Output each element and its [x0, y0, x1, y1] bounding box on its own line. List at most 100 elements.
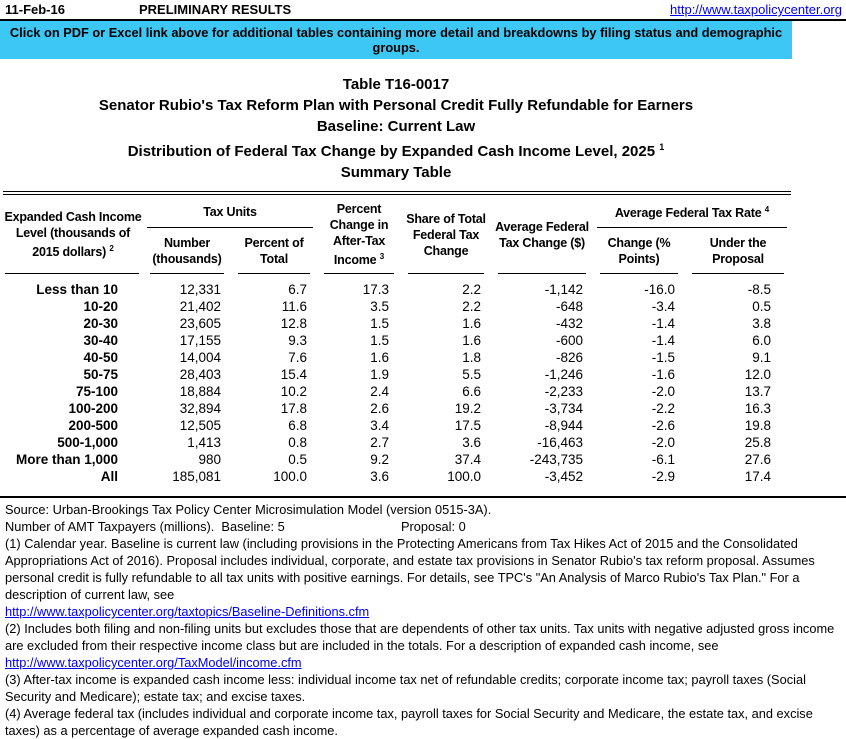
summary-table-title: Summary Table — [340, 164, 452, 181]
table-main-title: Senator Rubio's Tax Reform Plan with Per… — [98, 97, 694, 114]
cell-rate-under-proposal: 3.8 — [752, 316, 772, 331]
cell-rate-under-proposal: 25.8 — [744, 435, 772, 450]
cell-number-thousands: 12,331 — [179, 282, 221, 297]
cell-percent-of-total: 6.8 — [288, 418, 308, 433]
income-definition-link[interactable]: http://www.taxpolicycenter.org/TaxModel/… — [5, 655, 302, 670]
cell-number-thousands: 185,081 — [172, 469, 221, 484]
footnote-ref-4: 4 — [764, 204, 770, 214]
cell-number-thousands: 980 — [198, 452, 221, 467]
cell-percent-of-total: 9.3 — [288, 333, 308, 348]
cell-pct-change-after-tax-income: 3.5 — [370, 299, 390, 314]
cell-income-level: All — [100, 469, 118, 484]
title-block: Table T16-0017 Senator Rubio's Tax Refor… — [0, 74, 792, 183]
baseline-definitions-link[interactable]: http://www.taxpolicycenter.org/taxtopics… — [5, 604, 370, 619]
cell-avg-federal-tax-change: -16,463 — [537, 435, 584, 450]
cell-number-thousands: 23,605 — [179, 316, 221, 331]
cell-number-thousands: 28,403 — [179, 367, 221, 382]
cell-rate-change-points: -1.5 — [651, 350, 676, 365]
cell-rate-change-points: -2.2 — [651, 401, 676, 416]
cell-share-of-total: 100.0 — [447, 469, 482, 484]
info-banner: Click on PDF or Excel link above for add… — [0, 21, 792, 59]
cell-rate-change-points: -2.0 — [651, 435, 676, 450]
cell-avg-federal-tax-change: -432 — [555, 316, 584, 331]
amt-baseline-note: Number of AMT Taxpayers (millions). Base… — [5, 519, 285, 534]
cell-rate-under-proposal: 13.7 — [744, 384, 772, 399]
cell-share-of-total: 1.8 — [462, 350, 482, 365]
cell-percent-of-total: 15.4 — [280, 367, 308, 382]
footnote-3: (3) After-tax income is expanded cash in… — [5, 672, 806, 704]
cell-avg-federal-tax-change: -3,452 — [544, 469, 584, 484]
table-row: 30-40 17,155 9.3 1.5 1.6 -600 -1.4 6.0 — [3, 332, 791, 349]
cell-number-thousands: 21,402 — [179, 299, 221, 314]
cell-pct-change-after-tax-income: 2.4 — [370, 384, 390, 399]
cell-share-of-total: 1.6 — [462, 316, 482, 331]
cell-income-level: 200-500 — [68, 418, 118, 433]
col-group-avg-federal-tax-rate: Average Federal Tax Rate 4 — [593, 193, 791, 228]
cell-rate-under-proposal: 12.0 — [744, 367, 772, 382]
table-row: 200-500 12,505 6.8 3.4 17.5 -8,944 -2.6 … — [3, 417, 791, 434]
cell-share-of-total: 2.2 — [462, 299, 482, 314]
cell-pct-change-after-tax-income: 1.5 — [370, 333, 390, 348]
preliminary-results-label: PRELIMINARY RESULTS — [139, 2, 292, 17]
cell-share-of-total: 3.6 — [462, 435, 482, 450]
cell-percent-of-total: 17.8 — [280, 401, 308, 416]
cell-rate-under-proposal: 16.3 — [744, 401, 772, 416]
table-number-title: Table T16-0017 — [342, 76, 450, 93]
col-group-tax-units: Tax Units — [143, 193, 317, 228]
distribution-title-text: Distribution of Federal Tax Change by Ex… — [127, 143, 656, 160]
cell-rate-change-points: -3.4 — [651, 299, 676, 314]
source-note: Source: Urban-Brookings Tax Policy Cente… — [5, 502, 492, 517]
footnote-ref-3: 3 — [379, 251, 385, 261]
col-header-rate-under-proposal: Under the Proposal — [685, 228, 791, 274]
cell-income-level: 75-100 — [75, 384, 118, 399]
distribution-table: Expanded Cash Income Level (thousands of… — [3, 191, 792, 490]
cell-income-level: 20-30 — [83, 316, 118, 331]
cell-pct-change-after-tax-income: 17.3 — [362, 282, 390, 297]
col-header-rate-change-points: Change (% Points) — [593, 228, 685, 274]
cell-percent-of-total: 0.5 — [288, 452, 308, 467]
cell-avg-federal-tax-change: -3,734 — [544, 401, 584, 416]
cell-rate-under-proposal: 19.8 — [744, 418, 772, 433]
col-header-number-thousands: Number (thousands) — [143, 228, 231, 274]
cell-share-of-total: 2.2 — [462, 282, 482, 297]
cell-rate-change-points: -2.6 — [651, 418, 676, 433]
cell-number-thousands: 17,155 — [179, 333, 221, 348]
cell-rate-under-proposal: 0.5 — [752, 299, 772, 314]
cell-pct-change-after-tax-income: 1.9 — [370, 367, 390, 382]
cell-income-level: 40-50 — [83, 350, 118, 365]
cell-avg-federal-tax-change: -8,944 — [544, 418, 584, 433]
cell-percent-of-total: 7.6 — [288, 350, 308, 365]
col-header-pct-change-text: Percent Change in After-Tax Income — [329, 201, 389, 268]
table-row: 500-1,000 1,413 0.8 2.7 3.6 -16,463 -2.0… — [3, 434, 791, 451]
cell-income-level: More than 1,000 — [15, 452, 118, 467]
cell-number-thousands: 12,505 — [179, 418, 221, 433]
cell-avg-federal-tax-change: -648 — [555, 299, 584, 314]
cell-share-of-total: 17.5 — [454, 418, 482, 433]
cell-income-level: 30-40 — [83, 333, 118, 348]
footnote-ref-2: 2 — [109, 243, 114, 253]
table-row: 75-100 18,884 10.2 2.4 6.6 -2,233 -2.0 1… — [3, 383, 791, 400]
cell-avg-federal-tax-change: -826 — [555, 350, 584, 365]
cell-percent-of-total: 6.7 — [288, 282, 308, 297]
cell-pct-change-after-tax-income: 3.4 — [370, 418, 390, 433]
cell-number-thousands: 18,884 — [179, 384, 221, 399]
cell-pct-change-after-tax-income: 9.2 — [370, 452, 390, 467]
cell-percent-of-total: 100.0 — [273, 469, 308, 484]
tpc-url-link[interactable]: http://www.taxpolicycenter.org — [670, 2, 842, 17]
date-label: 11-Feb-16 — [5, 2, 65, 17]
cell-avg-federal-tax-change: -600 — [555, 333, 584, 348]
cell-rate-change-points: -1.4 — [651, 333, 676, 348]
footnote-4: (4) Average federal tax (includes indivi… — [5, 706, 813, 738]
cell-percent-of-total: 11.6 — [281, 299, 308, 314]
cell-share-of-total: 5.5 — [462, 367, 482, 382]
cell-rate-under-proposal: -8.5 — [747, 282, 772, 297]
cell-pct-change-after-tax-income: 1.6 — [370, 350, 390, 365]
cell-rate-under-proposal: 27.6 — [744, 452, 772, 467]
cell-rate-change-points: -2.0 — [651, 384, 676, 399]
table-row: 40-50 14,004 7.6 1.6 1.8 -826 -1.5 9.1 — [3, 349, 791, 366]
cell-rate-change-points: -2.9 — [651, 469, 676, 484]
table-row: 10-20 21,402 11.6 3.5 2.2 -648 -3.4 0.5 — [3, 298, 791, 315]
cell-rate-under-proposal: 6.0 — [752, 333, 772, 348]
cell-pct-change-after-tax-income: 1.5 — [370, 316, 390, 331]
